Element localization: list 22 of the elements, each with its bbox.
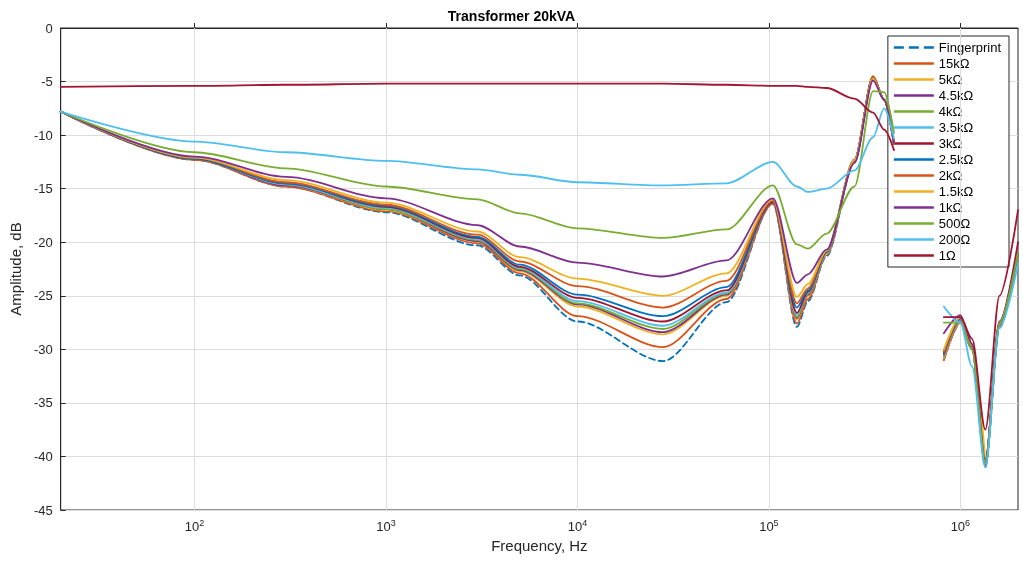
legend-label: 500Ω — [938, 216, 971, 231]
legend-label: 1Ω — [938, 248, 957, 263]
y-tick-label: -5 — [41, 74, 53, 90]
chart-title: Transformer 20kVA — [447, 8, 576, 24]
y-tick-label: -30 — [33, 341, 53, 357]
legend-label: Fingerprint — [938, 40, 1002, 55]
y-tick-label: -25 — [33, 288, 53, 304]
y-tick-label: 0 — [45, 20, 53, 36]
legend-label: 3.5kΩ — [938, 120, 974, 135]
legend-label: 200Ω — [938, 232, 971, 247]
y-tick-label: -35 — [33, 395, 53, 411]
y-tick-label: -15 — [33, 181, 53, 197]
legend-label: 15kΩ — [938, 56, 970, 71]
legend-label: 4.5kΩ — [938, 88, 974, 103]
legend-label: 2.5kΩ — [938, 152, 974, 167]
y-tick-label: -20 — [33, 234, 53, 250]
y-axis-title: Amplitude, dB — [7, 222, 24, 316]
x-axis-title: Frequency, Hz — [491, 537, 588, 554]
y-tick-label: -10 — [33, 127, 53, 143]
y-tick-label: -45 — [33, 502, 53, 518]
y-tick-label: -40 — [33, 448, 53, 464]
legend-label: 1.5kΩ — [938, 184, 974, 199]
